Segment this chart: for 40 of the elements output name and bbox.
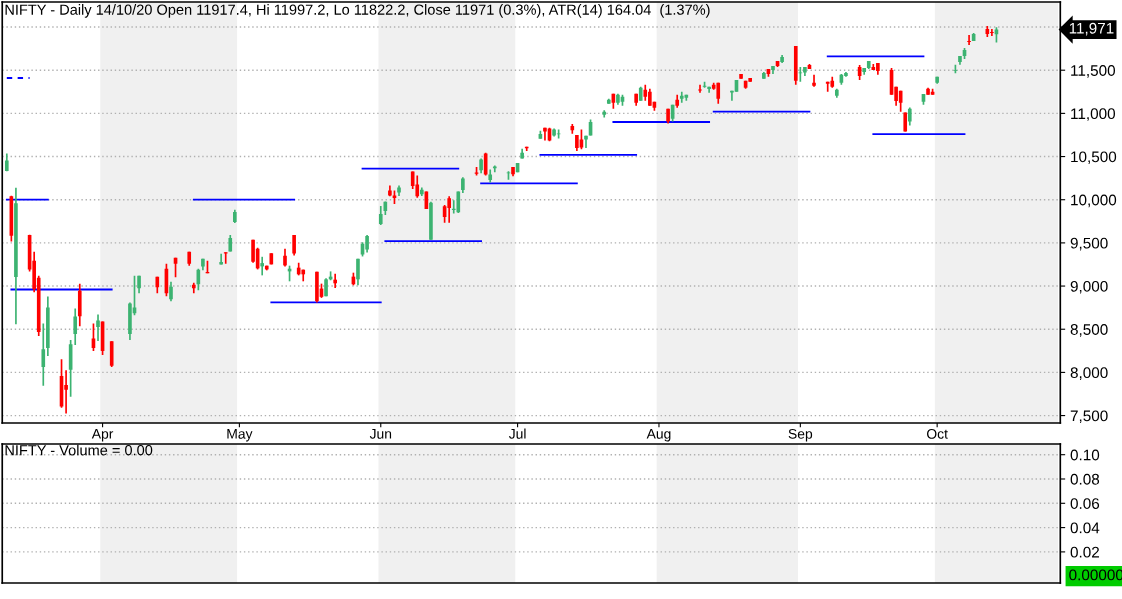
x-tick-label: Aug: [646, 429, 671, 442]
x-tick-label: May: [227, 429, 253, 442]
candlestick: [333, 272, 337, 289]
x-tick-label: Oct: [927, 428, 948, 439]
candlestick: [356, 257, 360, 287]
candlestick: [169, 280, 173, 303]
candlestick: [415, 174, 420, 199]
candlestick: [41, 322, 46, 387]
y-tick-label: 10,000: [1071, 194, 1117, 208]
y-tick-label: 8,000: [1070, 367, 1108, 380]
y-tick-label: 0.08: [1070, 473, 1100, 485]
x-tick-label: Jun: [369, 429, 392, 439]
x-tick-label: Apr: [91, 429, 114, 442]
y-tick-label: 7,500: [1070, 410, 1108, 424]
candlestick: [378, 205, 383, 226]
x-tick-label: Sep: [788, 428, 813, 442]
candlestick: [96, 313, 100, 342]
chart-title: NIFTY - Daily 14/10/20 Open 11917.4, Hi 11997.2, Lo 11822.2, Close 11971 (0.3%), ATR(14) 164.04 (1.37%): [5, 4, 710, 18]
y-tick-label: 11,500: [1071, 65, 1116, 78]
y-tick-label: 9,000: [1070, 280, 1108, 294]
candlestick: [447, 195, 451, 224]
y-tick-label: 11,000: [1071, 108, 1116, 121]
y-tick-label: 9,500: [1070, 237, 1108, 251]
candlestick: [64, 369, 68, 415]
candlestick: [698, 83, 702, 94]
chart-title: NIFTY - Volume = 0.00: [5, 444, 153, 456]
candlestick: [812, 74, 816, 88]
candlestick: [73, 307, 78, 346]
y-tick-label: 8,500: [1070, 324, 1108, 337]
y-tick-label: 0.02: [1070, 546, 1099, 558]
candlestick: [456, 190, 461, 214]
y-tick-label: 0.04: [1070, 522, 1100, 534]
y-tick-label: 0.06: [1070, 498, 1100, 509]
candlestick: [967, 34, 971, 46]
y-tick-label: 0.10: [1070, 449, 1100, 461]
y-tick-label: 10,500: [1071, 151, 1117, 165]
text: 11,971: [1069, 22, 1114, 36]
candlestick: [260, 255, 265, 277]
x-tick-label: Jul: [508, 428, 526, 439]
candlestick: [825, 81, 830, 93]
